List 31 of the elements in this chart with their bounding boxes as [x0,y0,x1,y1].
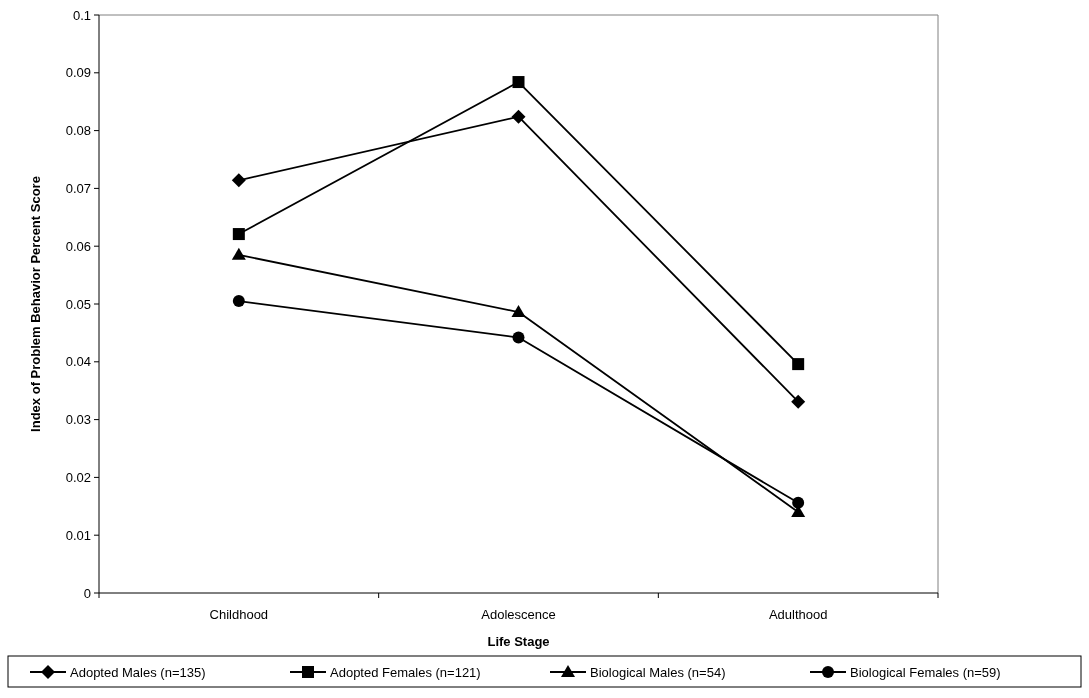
y-tick-label: 0.06 [65,238,91,254]
point [232,295,245,308]
legend-label: Adopted Males (n=135) [70,664,206,680]
x-axis-title: Life Stage [487,634,550,649]
x-tick-label: Adolescence [481,607,556,622]
point [512,331,525,344]
y-tick-label: 0.08 [65,123,91,139]
y-tick-label: 0.09 [65,65,91,81]
point [232,228,245,241]
x-tick-label: Adulthood [768,607,828,622]
y-axis-title: Index of Problem Behavior Percent Score [28,176,43,432]
y-tick-label: 0.1 [72,7,91,23]
x-tick-label: Childhood [209,607,269,622]
y-tick-label: 0.03 [65,412,91,428]
legend-label: Biological Males (n=54) [590,664,726,680]
legend-label: Biological Females (n=59) [850,664,1001,680]
y-tick-label: 0.02 [65,469,91,485]
point [792,496,805,509]
point [791,394,806,409]
point [231,247,246,260]
y-tick-label: 0.07 [65,180,91,196]
point [231,173,246,188]
y-tick-label: 0 [83,585,91,601]
point [512,76,525,89]
y-tick-label: 0.01 [65,527,91,543]
y-tick-label: 0.04 [65,354,91,370]
point [792,358,805,371]
point [511,109,526,124]
y-tick-label: 0.05 [65,296,91,312]
legend-label: Adopted Females (n=121) [330,664,481,680]
point [511,305,526,318]
